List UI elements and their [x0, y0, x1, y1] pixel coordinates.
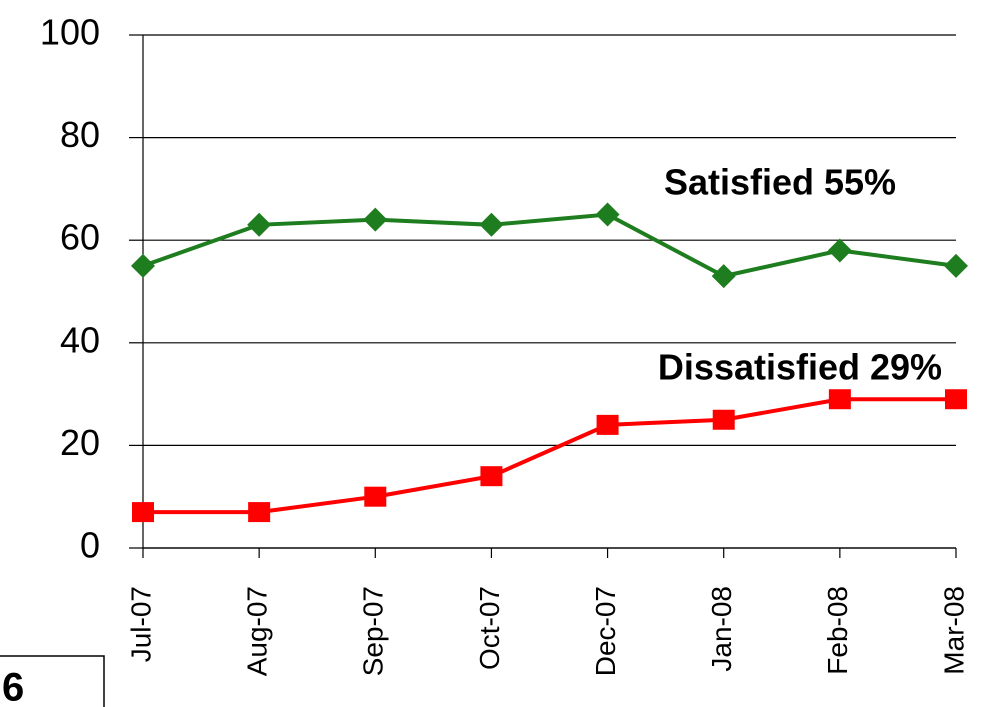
x-tick-label: Jan-08 — [706, 586, 737, 672]
point-marker — [247, 212, 272, 237]
x-tick-label: Dec-07 — [590, 586, 621, 676]
point-marker — [132, 502, 154, 523]
y-tick-label: 40 — [60, 319, 100, 360]
point-marker — [827, 238, 852, 263]
y-tick-label: 100 — [40, 12, 100, 53]
point-marker — [248, 502, 271, 523]
point-marker — [364, 486, 387, 507]
series-annotation: Dissatisfied 29% — [658, 347, 942, 388]
series-annotation: Satisfied 55% — [664, 162, 896, 203]
corner-label: 6 — [2, 666, 24, 707]
point-marker — [595, 202, 620, 227]
series-line — [143, 397, 956, 515]
x-tick-label: Feb-08 — [822, 586, 853, 675]
x-tick-label: Mar-08 — [938, 586, 969, 675]
y-tick-label: 80 — [60, 114, 100, 155]
point-marker — [479, 212, 504, 237]
point-marker — [480, 466, 503, 487]
x-tick-label: Sep-07 — [358, 586, 389, 676]
point-marker — [712, 409, 735, 430]
point-marker — [596, 414, 619, 435]
point-marker — [945, 389, 967, 410]
y-tick-label: 0 — [80, 525, 100, 566]
point-marker — [944, 253, 968, 278]
x-tick-label: Aug-07 — [242, 586, 273, 676]
point-marker — [131, 253, 155, 278]
x-tick-label: Jul-07 — [125, 586, 156, 662]
y-tick-label: 60 — [60, 217, 100, 258]
corner-box — [0, 655, 105, 707]
x-tick-label: Oct-07 — [474, 586, 505, 670]
point-marker — [828, 389, 851, 410]
point-marker — [711, 264, 736, 289]
point-marker — [363, 207, 388, 232]
y-tick-label: 20 — [60, 422, 100, 463]
series-line — [142, 212, 957, 279]
